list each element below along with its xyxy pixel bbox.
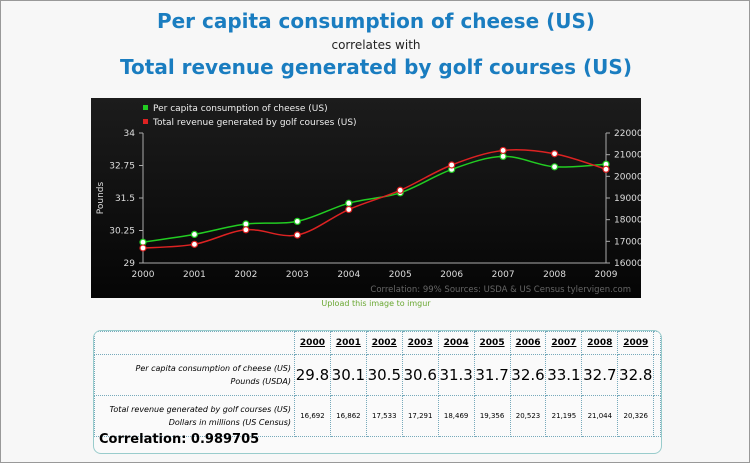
table-cell: 33.1 xyxy=(545,354,583,396)
table-cell: 17,533 xyxy=(365,395,403,437)
data-table-box: 2000 2001 2002 2003 2004 2005 2006 2007 2008 2009… xyxy=(93,330,662,454)
table-cell: 32.6 xyxy=(509,354,547,396)
chart: 29 30.25 31.5 32.75 34 16000 17000 18000 19000 20… xyxy=(91,98,641,298)
series-line xyxy=(142,148,607,249)
x-tick-label: 2004 xyxy=(337,270,360,280)
table-cell: 21,195 xyxy=(545,395,583,437)
x-tick-label: 2009 xyxy=(595,270,618,280)
year-header[interactable]: 2004 xyxy=(437,331,475,355)
year-header[interactable]: 2008 xyxy=(581,331,619,355)
data-point xyxy=(242,226,250,234)
data-point xyxy=(499,152,507,161)
y-axis-label-left: Pounds xyxy=(96,181,106,214)
table-cell: 32.7 xyxy=(581,354,619,396)
data-point xyxy=(242,220,250,228)
right-tick-label: 21000 xyxy=(614,151,641,161)
table-cell: 31.3 xyxy=(437,354,475,396)
table-cell: 21,044 xyxy=(581,395,619,437)
upload-link[interactable]: Upload this image to imgur xyxy=(321,299,431,308)
table-cell: 32.8 xyxy=(617,354,655,396)
right-tick-label: 22000 xyxy=(614,129,641,139)
left-tick-label: 34 xyxy=(124,129,136,139)
x-tick-label: 2000 xyxy=(132,270,155,280)
title-connector: correlates with xyxy=(331,38,421,52)
title-primary: Per capita consumption of cheese (US) xyxy=(156,9,596,33)
legend-marker xyxy=(143,105,148,110)
left-tick-label: 30.25 xyxy=(109,227,135,237)
x-tick-label: 2007 xyxy=(492,270,515,280)
data-point xyxy=(139,244,147,252)
data-point xyxy=(345,199,353,207)
year-header[interactable]: 2009 xyxy=(617,331,655,355)
corner-cell xyxy=(94,331,295,355)
x-tick-label: 2005 xyxy=(389,270,412,280)
title-secondary: Total revenue generated by golf courses … xyxy=(120,55,632,79)
data-point xyxy=(499,146,507,155)
table-cell: 16,692 xyxy=(294,395,331,437)
table-cell: 18,469 xyxy=(437,395,475,437)
left-tick-label: 32.75 xyxy=(109,162,135,172)
x-tick-label: 2003 xyxy=(286,270,309,280)
table-cell: 30.6 xyxy=(401,354,439,396)
year-header[interactable]: 2000 xyxy=(294,331,331,355)
legend-label: Total revenue generated by golf courses … xyxy=(152,118,357,128)
right-tick-label: 17000 xyxy=(614,237,641,247)
data-point xyxy=(345,205,353,214)
data-point xyxy=(139,238,147,246)
table-cell: 17,291 xyxy=(401,395,439,437)
year-header[interactable]: 2006 xyxy=(509,331,547,355)
data-point xyxy=(190,240,199,248)
year-header[interactable]: 2003 xyxy=(401,331,439,355)
right-tick-label: 16000 xyxy=(614,259,641,269)
data-point xyxy=(293,231,301,239)
data-point xyxy=(602,165,610,173)
data-point xyxy=(190,230,199,238)
x-tick-label: 2002 xyxy=(234,270,257,280)
data-point xyxy=(293,217,301,226)
chart-footer: Correlation: 99% Sources: USDA & US Cens… xyxy=(370,285,631,295)
table-cell: 20,326 xyxy=(617,395,655,437)
year-header[interactable]: 2001 xyxy=(329,331,367,355)
table-cell: 16,862 xyxy=(329,395,367,437)
data-point xyxy=(550,150,559,158)
row-label: Per capita consumption of cheese (US) Pou… xyxy=(94,354,295,396)
x-tick-label: 2008 xyxy=(543,270,566,280)
year-header[interactable]: 2005 xyxy=(473,331,511,355)
year-header[interactable]: 2007 xyxy=(545,331,583,355)
row-label: Total revenue generated by golf courses … xyxy=(94,395,295,437)
right-tick-label: 20000 xyxy=(614,172,641,182)
x-tick-label: 2006 xyxy=(440,270,463,280)
left-tick-label: 29 xyxy=(124,259,136,269)
legend-label: Per capita consumption of cheese (US) xyxy=(153,104,328,114)
data-point xyxy=(550,163,559,171)
right-tick-label: 18000 xyxy=(614,216,641,226)
table-cell: 20,523 xyxy=(509,395,547,437)
table-cell: 30.1 xyxy=(329,354,367,396)
table-cell: 19,356 xyxy=(473,395,511,437)
year-header[interactable]: 2002 xyxy=(365,331,403,355)
data-point xyxy=(396,186,404,194)
table-cell: 29.8 xyxy=(294,354,331,396)
series-line xyxy=(142,155,607,243)
correlation-value: Correlation: 0.989705 xyxy=(99,432,260,447)
left-tick-label: 31.5 xyxy=(115,194,135,204)
table-cell: 30.5 xyxy=(365,354,403,396)
x-tick-label: 2001 xyxy=(183,270,206,280)
data-table: 2000 2001 2002 2003 2004 2005 2006 2007 2008 2009… xyxy=(94,331,661,437)
right-tick-label: 19000 xyxy=(614,194,641,204)
table-cell: 31.7 xyxy=(473,354,511,396)
legend-marker xyxy=(143,119,148,124)
data-point xyxy=(448,161,456,169)
